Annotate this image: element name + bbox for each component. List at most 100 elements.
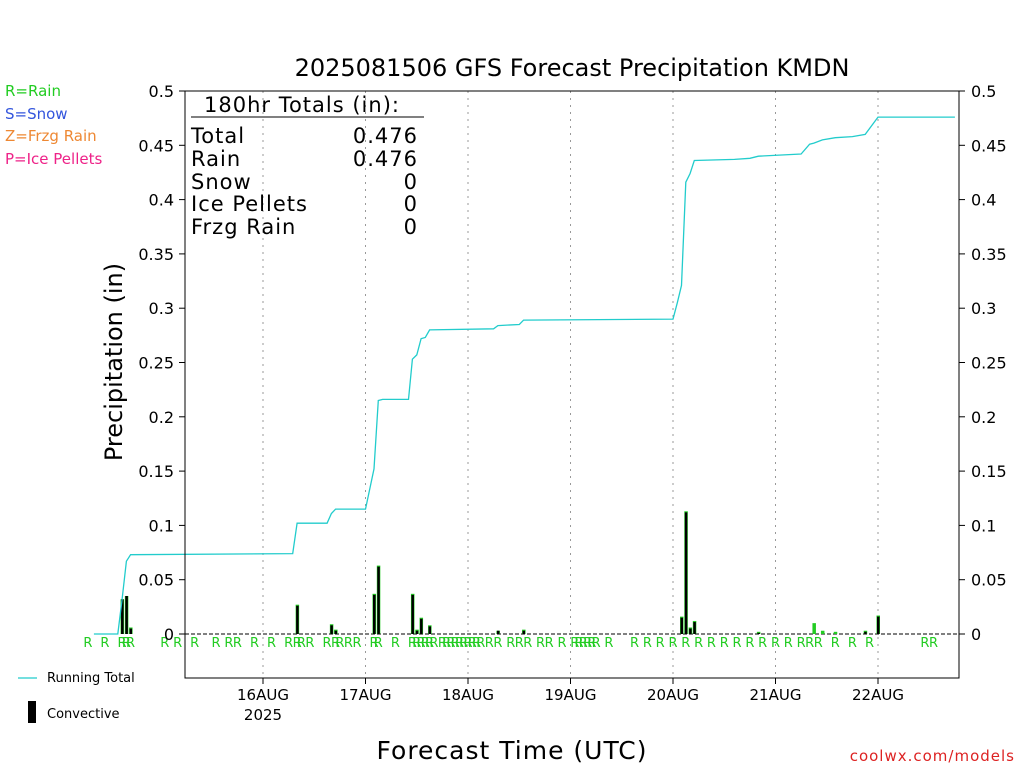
totals-value-freezing-rain: 0 xyxy=(404,215,418,239)
totals-label-rain: Rain xyxy=(191,147,241,171)
y-tick-label-left: 0.25 xyxy=(138,354,174,373)
convective-bar xyxy=(877,616,880,634)
convective-legend-swatch xyxy=(28,701,36,723)
precip-type-mark: R xyxy=(784,636,793,651)
convective-bar xyxy=(684,512,688,634)
precip-type-mark: R xyxy=(493,636,502,651)
precip-type-mark: R xyxy=(323,636,332,651)
precip-type-mark: R xyxy=(557,636,566,651)
x-tick-label: 22AUG xyxy=(852,686,904,704)
chart-title: 2025081506 GFS Forecast Precipitation KM… xyxy=(295,54,850,82)
running-total-legend-label: Running Total xyxy=(47,671,135,686)
precip-type-mark: R xyxy=(369,636,378,651)
convective-bar xyxy=(689,628,692,634)
x-tick-year-label: 2025 xyxy=(244,706,282,724)
x-tick-label: 19AUG xyxy=(545,686,597,704)
precip-type-mark: R xyxy=(118,636,127,651)
y-tick-label-right: 0 xyxy=(971,625,981,644)
y-tick-label-left: 0.4 xyxy=(149,191,174,210)
precip-type-mark: R xyxy=(297,636,306,651)
y-tick-label-right: 0.4 xyxy=(971,191,996,210)
precip-type-mark: R xyxy=(212,636,221,651)
y-tick-label-left: 0.15 xyxy=(138,462,174,481)
precip-type-mark: R xyxy=(656,636,665,651)
series-legend: Running Total Convective xyxy=(18,671,135,723)
convective-bar xyxy=(330,625,333,634)
convective-bar xyxy=(129,628,133,634)
convective-bar xyxy=(373,594,376,634)
precip-type-mark: R xyxy=(391,636,400,651)
precip-type-mark: R xyxy=(293,636,302,651)
x-tick-label: 18AUG xyxy=(442,686,494,704)
precip-type-mark: R xyxy=(284,636,293,651)
precip-type-mark: R xyxy=(681,636,690,651)
precip-type-mark: R xyxy=(694,636,703,651)
precip-type-mark: R xyxy=(126,636,135,651)
totals-label-freezing-rain: Frzg Rain xyxy=(191,215,296,239)
convective-legend-label: Convective xyxy=(47,707,120,722)
precip-type-mark: R xyxy=(331,636,340,651)
precip-type-mark: R xyxy=(920,636,929,651)
precip-type-mark: R xyxy=(374,636,383,651)
precip-bars xyxy=(120,511,880,634)
y-axis-left: 0 0.05 0.1 0.15 0.2 0.25 0.3 0.35 0.4 0.45 0.5 xyxy=(138,82,185,644)
y-tick-label-right: 0.15 xyxy=(971,462,1007,481)
precip-type-mark: R xyxy=(442,636,451,651)
precip-type-mark: R xyxy=(417,636,426,651)
watermark: coolwx.com/models xyxy=(850,747,1015,765)
precip-type-mark: R xyxy=(831,636,840,651)
rain-bar xyxy=(812,623,816,634)
y-tick-label-left: 0.3 xyxy=(149,299,174,318)
totals-value-total: 0.476 xyxy=(353,124,418,148)
running-total-line xyxy=(93,116,955,635)
precip-type-mark: R xyxy=(190,636,199,651)
totals-value-rain: 0.476 xyxy=(353,147,418,171)
precip-type-mark: R xyxy=(574,636,583,651)
precip-type-mark: R xyxy=(643,636,652,651)
y-tick-label-right: 0.35 xyxy=(971,245,1007,264)
y-tick-label-left: 0.35 xyxy=(138,245,174,264)
totals-label-total: Total xyxy=(190,124,245,148)
rain-bar xyxy=(820,630,825,634)
precip-type-mark: R xyxy=(100,636,109,651)
precip-type-mark: R xyxy=(805,636,814,651)
y-tick-label-right: 0.05 xyxy=(971,571,1007,590)
precip-type-mark: R xyxy=(224,636,233,651)
y-tick-label-left: 0.05 xyxy=(138,571,174,590)
y-axis-label: Precipitation (in) xyxy=(100,263,128,461)
precip-type-mark: R xyxy=(865,636,874,651)
y-tick-label-left: 0.1 xyxy=(149,516,174,535)
totals-box: 180hr Totals (in): Total 0.476 Rain 0.47… xyxy=(190,93,424,239)
x-tick-label: 21AUG xyxy=(750,686,802,704)
precip-type-mark: R xyxy=(463,636,472,651)
legend-rain: R=Rain xyxy=(5,82,61,100)
precip-type-mark: R xyxy=(412,636,421,651)
precip-type-mark: R xyxy=(173,636,182,651)
precip-type-mark: R xyxy=(408,636,417,651)
precip-type-mark: R xyxy=(745,636,754,651)
convective-bar xyxy=(121,599,124,634)
x-axis-label: Forecast Time (UTC) xyxy=(377,736,648,765)
precip-type-mark: R xyxy=(929,636,938,651)
precip-type-mark: R xyxy=(267,636,276,651)
precip-type-mark: R xyxy=(515,636,524,651)
precip-type-mark: R xyxy=(160,636,169,651)
precip-type-mark: R xyxy=(122,636,131,651)
y-tick-label-right: 0.45 xyxy=(971,136,1007,155)
y-tick-label-left: 0.45 xyxy=(138,136,174,155)
precip-type-mark: R xyxy=(733,636,742,651)
y-tick-label-right: 0.3 xyxy=(971,299,996,318)
plot-frame xyxy=(184,90,960,679)
precip-type-mark: R xyxy=(250,636,259,651)
convective-bar xyxy=(864,631,867,634)
y-tick-label-right: 0.2 xyxy=(971,408,996,427)
y-axis-right: 0 0.05 0.1 0.15 0.2 0.25 0.3 0.35 0.4 0.45 0.5 xyxy=(959,82,1007,644)
totals-value-ice-pellets: 0 xyxy=(404,192,418,216)
precip-type-mark: R xyxy=(592,636,601,651)
precip-type-mark: R xyxy=(771,636,780,651)
legend-freezing-rain: Z=Frzg Rain xyxy=(5,127,97,145)
precip-type-mark: R xyxy=(523,636,532,651)
convective-bar xyxy=(377,566,380,634)
convective-bar xyxy=(522,630,526,634)
